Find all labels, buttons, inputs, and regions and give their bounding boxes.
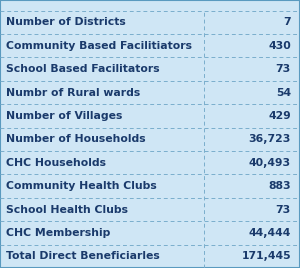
Text: School Based Facilitators: School Based Facilitators [6,64,160,74]
Text: Community Health Clubs: Community Health Clubs [6,181,157,191]
Text: 54: 54 [276,88,291,98]
Text: 429: 429 [268,111,291,121]
Text: Numbr of Rural wards: Numbr of Rural wards [6,88,140,98]
Text: 44,444: 44,444 [249,228,291,238]
Text: Number of Villages: Number of Villages [6,111,122,121]
Text: 36,723: 36,723 [249,134,291,144]
Text: 73: 73 [276,64,291,74]
Text: 430: 430 [268,41,291,51]
Text: Number of Households: Number of Households [6,134,146,144]
Text: 40,493: 40,493 [249,158,291,168]
Text: CHC Households: CHC Households [6,158,106,168]
Text: 883: 883 [268,181,291,191]
Text: CHC Membership: CHC Membership [6,228,110,238]
Text: Total Direct Beneficiarles: Total Direct Beneficiarles [6,251,160,261]
Text: 7: 7 [284,17,291,27]
Text: 171,445: 171,445 [242,251,291,261]
Text: Community Based Facilitiators: Community Based Facilitiators [6,41,192,51]
Text: Number of Districts: Number of Districts [6,17,126,27]
Text: School Health Clubs: School Health Clubs [6,204,128,214]
Text: 73: 73 [276,204,291,214]
